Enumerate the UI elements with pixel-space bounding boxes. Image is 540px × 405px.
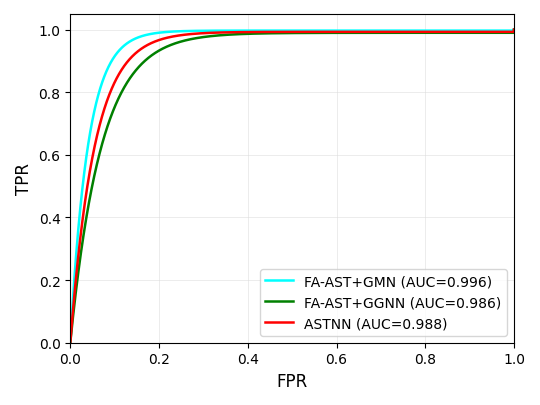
ASTNN (AUC=0.988) bbox=[214, 31, 220, 36]
Line: ASTNN (AUC=0.988): ASTNN (AUC=0.988) bbox=[70, 31, 514, 343]
FA-AST+GMN (AUC=0.996) bbox=[67, 341, 73, 345]
Line: FA-AST+GGNN (AUC=0.986): FA-AST+GGNN (AUC=0.986) bbox=[70, 31, 514, 343]
FA-AST+GGNN (AUC=0.986) bbox=[214, 34, 220, 39]
FA-AST+GGNN (AUC=0.986) bbox=[511, 28, 517, 33]
FA-AST+GMN (AUC=0.996) bbox=[358, 29, 365, 34]
ASTNN (AUC=0.988) bbox=[358, 30, 365, 35]
FA-AST+GMN (AUC=0.996) bbox=[294, 29, 301, 34]
ASTNN (AUC=0.988) bbox=[511, 28, 517, 33]
ASTNN (AUC=0.988) bbox=[67, 341, 73, 345]
FA-AST+GMN (AUC=0.996) bbox=[214, 29, 220, 34]
X-axis label: FPR: FPR bbox=[276, 372, 308, 390]
FA-AST+GMN (AUC=0.996) bbox=[67, 341, 73, 345]
ASTNN (AUC=0.988) bbox=[397, 30, 404, 35]
ASTNN (AUC=0.988) bbox=[67, 341, 73, 345]
FA-AST+GGNN (AUC=0.986) bbox=[358, 31, 365, 36]
Y-axis label: TPR: TPR bbox=[15, 163, 33, 195]
ASTNN (AUC=0.988) bbox=[421, 30, 427, 35]
FA-AST+GMN (AUC=0.996) bbox=[511, 28, 517, 33]
FA-AST+GGNN (AUC=0.986) bbox=[67, 341, 73, 345]
FA-AST+GGNN (AUC=0.986) bbox=[294, 32, 301, 36]
FA-AST+GGNN (AUC=0.986) bbox=[67, 341, 73, 345]
ASTNN (AUC=0.988) bbox=[294, 30, 301, 35]
Line: FA-AST+GMN (AUC=0.996): FA-AST+GMN (AUC=0.996) bbox=[70, 31, 514, 343]
FA-AST+GMN (AUC=0.996) bbox=[397, 29, 404, 34]
FA-AST+GGNN (AUC=0.986) bbox=[397, 31, 404, 36]
Legend: FA-AST+GMN (AUC=0.996), FA-AST+GGNN (AUC=0.986), ASTNN (AUC=0.988): FA-AST+GMN (AUC=0.996), FA-AST+GGNN (AUC… bbox=[260, 269, 507, 336]
FA-AST+GMN (AUC=0.996) bbox=[421, 29, 427, 34]
FA-AST+GGNN (AUC=0.986) bbox=[421, 31, 427, 36]
